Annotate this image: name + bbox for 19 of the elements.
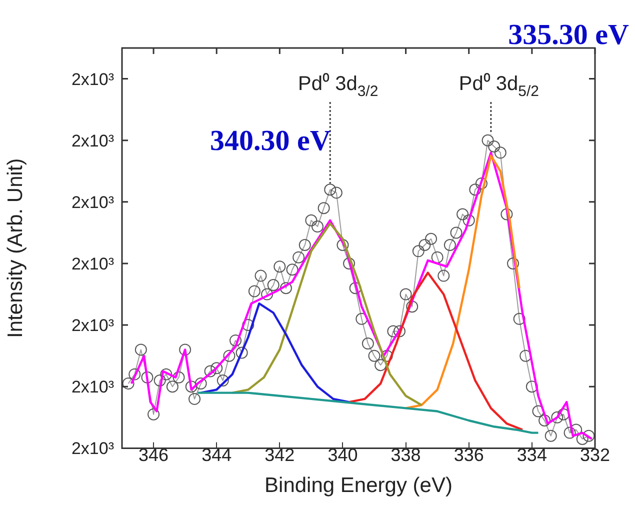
x-tick-label: 344	[202, 444, 232, 465]
text: 335.30 eV	[508, 19, 630, 51]
x-tick-label: 332	[580, 444, 610, 465]
text: 2x10³	[71, 316, 114, 336]
y-axis-title: Intensity (Arb. Unit)	[4, 158, 27, 338]
x-tick-label: 346	[138, 444, 169, 465]
x-axis-title: Binding Energy (eV)	[264, 474, 452, 498]
text: 2x10³	[71, 254, 114, 274]
text: 2x10³	[71, 439, 114, 458]
annotation: 340.30 eV	[210, 125, 331, 157]
x-tick-label: 340	[328, 444, 358, 465]
text: 2x10³	[71, 192, 114, 212]
x-tick-label: 342	[264, 444, 295, 465]
x-tick-label: 336	[454, 444, 484, 465]
text: 2x10³	[71, 131, 114, 150]
text: 2x10³	[71, 70, 114, 89]
x-tick-label: 334	[516, 444, 547, 465]
x-tick-label: 338	[390, 444, 421, 465]
text: 2x10³	[71, 378, 114, 397]
